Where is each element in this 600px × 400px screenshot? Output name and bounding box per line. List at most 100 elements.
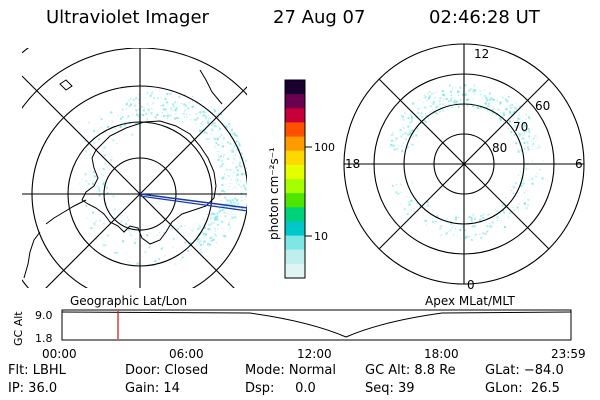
aurora-pixel: [147, 264, 149, 266]
aurora-pixel: [209, 236, 212, 239]
strip-xtick: 06:00: [169, 347, 204, 361]
aurora-pixel: [518, 174, 519, 176]
aurora-pixel: [522, 129, 524, 130]
aurora-pixel: [506, 99, 509, 102]
aurora-pixel: [403, 134, 405, 136]
aurora-pixel: [518, 114, 520, 116]
aurora-pixel: [503, 211, 506, 214]
aurora-pixel: [434, 220, 437, 223]
aurora-pixel: [162, 247, 164, 248]
aurora-pixel: [489, 225, 492, 228]
aurora-pixel: [168, 116, 170, 118]
aurora-pixel: [205, 132, 208, 135]
aurora-pixel: [241, 156, 243, 158]
aurora-pixel: [221, 134, 223, 136]
aurora-pixel: [401, 134, 403, 136]
aurora-pixel: [510, 131, 513, 134]
aurora-pixel: [410, 113, 412, 115]
aurora-pixel: [422, 214, 424, 216]
aurora-pixel: [237, 147, 239, 149]
aurora-pixel: [152, 108, 154, 110]
aurora-pixel: [440, 97, 442, 99]
aurora-pixel: [231, 169, 233, 170]
aurora-pixel: [141, 245, 143, 247]
aurora-pixel: [518, 203, 520, 205]
aurora-pixel: [396, 138, 397, 140]
aurora-pixel: [114, 208, 117, 211]
aurora-pixel: [110, 161, 112, 163]
aurora-pixel: [395, 184, 397, 185]
aurora-pixel: [508, 104, 511, 107]
aurora-pixel: [227, 152, 229, 154]
aurora-pixel: [528, 117, 531, 120]
aurora-pixel: [402, 126, 404, 128]
aurora-pixel: [203, 131, 206, 134]
aurora-pixel: [528, 135, 531, 138]
aurora-pixel: [442, 109, 445, 112]
aurora-pixel: [502, 209, 505, 212]
aurora-pixel: [125, 118, 127, 119]
aurora-pixel: [517, 150, 519, 152]
aurora-pixel: [227, 141, 229, 144]
aurora-pixel: [201, 109, 203, 111]
aurora-pixel: [434, 111, 436, 114]
aurora-pixel: [206, 213, 208, 215]
aurora-pixel: [232, 201, 235, 204]
aurora-pixel: [227, 175, 229, 177]
aurora-pixel: [224, 206, 227, 209]
aurora-pixel: [202, 114, 205, 117]
aurora-pixel: [408, 203, 411, 206]
aurora-pixel: [200, 129, 203, 132]
colorbar-segment: [285, 249, 305, 265]
aurora-pixel: [242, 157, 244, 160]
aurora-pixel: [426, 106, 428, 108]
aurora-pixel: [205, 117, 207, 120]
aurora-pixel: [231, 175, 233, 177]
aurora-pixel: [124, 223, 127, 226]
aurora-pixel: [196, 128, 198, 130]
aurora-pixel: [529, 138, 531, 140]
aurora-pixel: [180, 259, 182, 261]
aurora-pixel: [119, 124, 122, 127]
aurora-pixel: [102, 182, 105, 185]
aurora-pixel: [416, 104, 418, 106]
aurora-pixel: [213, 108, 216, 111]
aurora-pixel: [402, 124, 404, 126]
aurora-pixel: [480, 233, 482, 234]
aurora-pixel: [180, 238, 182, 240]
aurora-pixel: [241, 173, 243, 176]
aurora-pixel: [523, 142, 525, 144]
aurora-pixel: [165, 102, 167, 104]
aurora-pixel: [122, 240, 124, 243]
aurora-pixel: [220, 210, 222, 212]
aurora-pixel: [106, 182, 108, 184]
aurora-pixel: [127, 228, 130, 231]
aurora-pixel: [195, 123, 197, 125]
aurora-pixel: [229, 150, 231, 152]
aurora-pixel: [234, 213, 236, 215]
aurora-pixel: [228, 221, 230, 223]
aurora-pixel: [519, 105, 522, 108]
aurora-pixel: [119, 117, 122, 120]
aurora-pixel: [167, 118, 169, 119]
aurora-pixel: [438, 100, 440, 102]
aurora-pixel: [413, 208, 415, 210]
aurora-pixel: [200, 248, 202, 251]
aurora-pixel: [454, 218, 457, 221]
aurora-pixel: [450, 99, 453, 102]
aurora-pixel: [517, 149, 519, 150]
aurora-pixel: [155, 116, 157, 118]
aurora-pixel: [507, 100, 509, 102]
aurora-pixel: [234, 216, 236, 218]
aurora-pixel: [450, 97, 452, 100]
aurora-pixel: [169, 114, 172, 117]
aurora-pixel: [167, 104, 169, 106]
aurora-pixel: [445, 232, 448, 235]
aurora-pixel: [499, 101, 502, 104]
aurora-pixel: [491, 99, 493, 101]
aurora-pixel: [236, 188, 238, 190]
strip-ytick-1.8: 1.8: [35, 332, 53, 345]
aurora-pixel: [218, 112, 220, 114]
aurora-pixel: [196, 119, 198, 121]
aurora-pixel: [119, 126, 122, 128]
